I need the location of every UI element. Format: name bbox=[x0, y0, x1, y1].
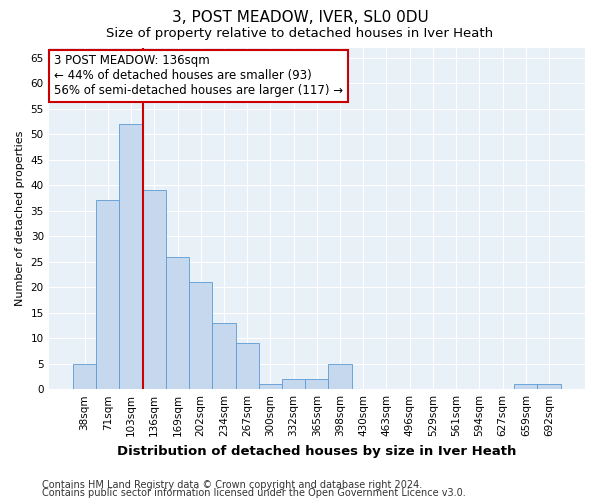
Bar bbox=[538, 384, 560, 389]
Bar bbox=[189, 282, 212, 389]
Bar bbox=[305, 379, 328, 389]
Bar bbox=[96, 200, 119, 389]
Y-axis label: Number of detached properties: Number of detached properties bbox=[15, 130, 25, 306]
X-axis label: Distribution of detached houses by size in Iver Heath: Distribution of detached houses by size … bbox=[117, 444, 517, 458]
Bar bbox=[73, 364, 96, 389]
Text: 3 POST MEADOW: 136sqm
← 44% of detached houses are smaller (93)
56% of semi-deta: 3 POST MEADOW: 136sqm ← 44% of detached … bbox=[54, 54, 343, 98]
Text: Contains HM Land Registry data © Crown copyright and database right 2024.: Contains HM Land Registry data © Crown c… bbox=[42, 480, 422, 490]
Bar bbox=[514, 384, 538, 389]
Bar bbox=[282, 379, 305, 389]
Bar bbox=[143, 190, 166, 389]
Bar bbox=[259, 384, 282, 389]
Bar bbox=[212, 323, 236, 389]
Bar bbox=[119, 124, 143, 389]
Text: Size of property relative to detached houses in Iver Heath: Size of property relative to detached ho… bbox=[106, 28, 494, 40]
Bar bbox=[236, 344, 259, 389]
Bar bbox=[328, 364, 352, 389]
Text: Contains public sector information licensed under the Open Government Licence v3: Contains public sector information licen… bbox=[42, 488, 466, 498]
Text: 3, POST MEADOW, IVER, SL0 0DU: 3, POST MEADOW, IVER, SL0 0DU bbox=[172, 10, 428, 25]
Bar bbox=[166, 256, 189, 389]
